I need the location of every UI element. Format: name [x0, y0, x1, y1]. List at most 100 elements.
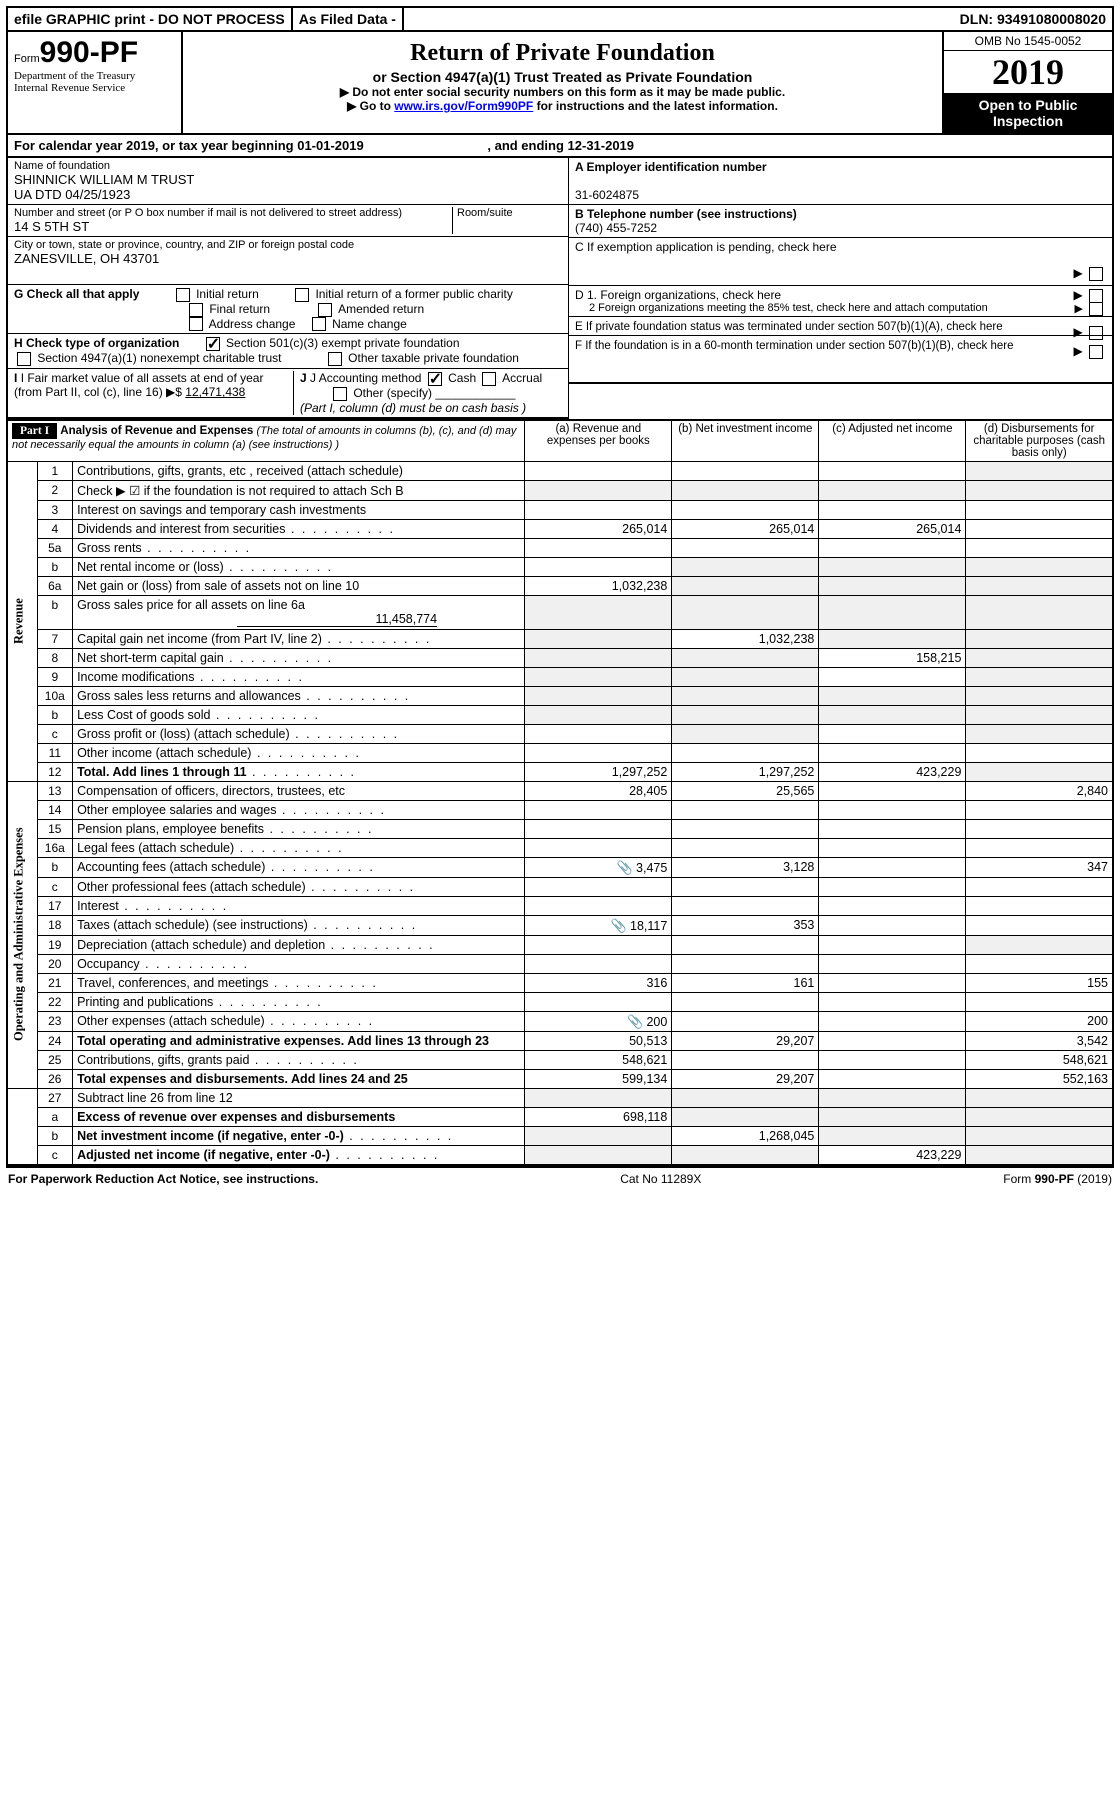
line-10b-col-b	[672, 705, 819, 724]
tax-year: 2019	[944, 51, 1112, 93]
section-e: E If private foundation status was termi…	[569, 317, 1112, 336]
line-13-col-a: 28,405	[525, 781, 672, 800]
line-num-22: 22	[37, 992, 73, 1011]
checkbox-address-change[interactable]	[189, 317, 203, 331]
line-6a-col-d	[966, 576, 1113, 595]
irs-link[interactable]: www.irs.gov/Form990PF	[394, 99, 533, 113]
line-23-col-c	[819, 1011, 966, 1031]
line-num-12: 12	[37, 762, 73, 781]
line-desc-6a: Net gain or (loss) from sale of assets n…	[73, 576, 525, 595]
line-num-8: 8	[37, 648, 73, 667]
dln: DLN: 93491080008020	[954, 8, 1112, 30]
line-desc-12: Total. Add lines 1 through 11	[73, 762, 525, 781]
line-desc-20: Occupancy	[73, 954, 525, 973]
line-3-col-c	[819, 500, 966, 519]
checkbox-initial-return[interactable]	[176, 288, 190, 302]
form-number-box: Form990-PF Department of the Treasury In…	[8, 32, 183, 133]
line-8-col-b	[672, 648, 819, 667]
line-16b-col-a: 📎 3,475	[525, 857, 672, 877]
line-16b-col-d: 347	[966, 857, 1113, 877]
checkbox-501c3[interactable]	[206, 337, 220, 351]
line-num-11: 11	[37, 743, 73, 762]
line-10b-col-a	[525, 705, 672, 724]
line-num-24: 24	[37, 1031, 73, 1050]
checkbox-4947[interactable]	[17, 352, 31, 366]
line-desc-6b: Gross sales price for all assets on line…	[73, 595, 525, 629]
page-footer: For Paperwork Reduction Act Notice, see …	[6, 1166, 1114, 1190]
title-box: Return of Private Foundation or Section …	[183, 32, 942, 133]
line-16c-col-b	[672, 877, 819, 896]
line-27b-col-b: 1,268,045	[672, 1126, 819, 1145]
line-6a-col-b	[672, 576, 819, 595]
col-b-header: (b) Net investment income	[672, 420, 819, 462]
checkbox-other-taxable[interactable]	[328, 352, 342, 366]
checkbox-name-change[interactable]	[312, 317, 326, 331]
line-num-10b: b	[37, 705, 73, 724]
checkbox-c[interactable]	[1089, 267, 1103, 281]
line-22-col-a	[525, 992, 672, 1011]
line-27c-col-d	[966, 1145, 1113, 1165]
checkbox-final[interactable]	[189, 303, 203, 317]
line-num-6b: b	[37, 595, 73, 629]
line-18-col-c	[819, 915, 966, 935]
checkbox-initial-former[interactable]	[295, 288, 309, 302]
line-5a-col-b	[672, 538, 819, 557]
line-11-col-a	[525, 743, 672, 762]
line-desc-5a: Gross rents	[73, 538, 525, 557]
line-17-col-a	[525, 896, 672, 915]
line-num-15: 15	[37, 819, 73, 838]
line-10a-col-b	[672, 686, 819, 705]
line-12-col-d	[966, 762, 1113, 781]
line-25-col-b	[672, 1050, 819, 1069]
checkbox-d2[interactable]	[1089, 302, 1103, 316]
phone-cell: B Telephone number (see instructions) (7…	[569, 205, 1112, 238]
line-21-col-d: 155	[966, 973, 1113, 992]
section-c: C If exemption application is pending, c…	[569, 238, 1112, 286]
line-16c-col-a	[525, 877, 672, 896]
line-24-col-a: 50,513	[525, 1031, 672, 1050]
attach-icon[interactable]: 📎	[611, 918, 627, 932]
instr-1: ▶ Do not enter social security numbers o…	[189, 85, 936, 99]
section-h: H Check type of organization Section 501…	[8, 334, 568, 369]
line-desc-10a: Gross sales less returns and allowances	[73, 686, 525, 705]
line-19-col-a	[525, 935, 672, 954]
line-2-col-c	[819, 480, 966, 500]
line-16c-col-c	[819, 877, 966, 896]
line-27c-col-c: 423,229	[819, 1145, 966, 1165]
checkbox-accrual[interactable]	[482, 372, 496, 386]
line-desc-5b: Net rental income or (loss)	[73, 557, 525, 576]
line-21-col-b: 161	[672, 973, 819, 992]
line-18-col-d	[966, 915, 1113, 935]
line-desc-24: Total operating and administrative expen…	[73, 1031, 525, 1050]
line-15-col-d	[966, 819, 1113, 838]
year-box: OMB No 1545-0052 2019 Open to Public Ins…	[942, 32, 1112, 133]
line-26-col-d: 552,163	[966, 1069, 1113, 1088]
line-10c-col-a	[525, 724, 672, 743]
line-4-col-d	[966, 519, 1113, 538]
line-3-col-b	[672, 500, 819, 519]
line-num-3: 3	[37, 500, 73, 519]
line-16b-col-c	[819, 857, 966, 877]
checkbox-d1[interactable]	[1089, 289, 1103, 303]
attach-icon[interactable]: 📎	[617, 860, 633, 874]
form-ref: Form 990-PF (2019)	[1003, 1172, 1112, 1186]
attach-icon[interactable]: 📎	[627, 1014, 643, 1028]
line-26-col-c	[819, 1069, 966, 1088]
line-9-col-a	[525, 667, 672, 686]
section-ij: I I Fair market value of all assets at e…	[8, 369, 568, 419]
checkbox-f[interactable]	[1089, 345, 1103, 359]
line-desc-11: Other income (attach schedule)	[73, 743, 525, 762]
line-desc-18: Taxes (attach schedule) (see instruction…	[73, 915, 525, 935]
line-27-col-b	[672, 1088, 819, 1107]
line-6b-col-c	[819, 595, 966, 629]
checkbox-amended[interactable]	[318, 303, 332, 317]
line-num-27a: a	[37, 1107, 73, 1126]
line-5a-col-d	[966, 538, 1113, 557]
line-num-5b: b	[37, 557, 73, 576]
line-21-col-c	[819, 973, 966, 992]
checkbox-cash[interactable]	[428, 372, 442, 386]
line-desc-19: Depreciation (attach schedule) and deple…	[73, 935, 525, 954]
line-3-col-d	[966, 500, 1113, 519]
line-27b-col-c	[819, 1126, 966, 1145]
checkbox-other-method[interactable]	[333, 387, 347, 401]
